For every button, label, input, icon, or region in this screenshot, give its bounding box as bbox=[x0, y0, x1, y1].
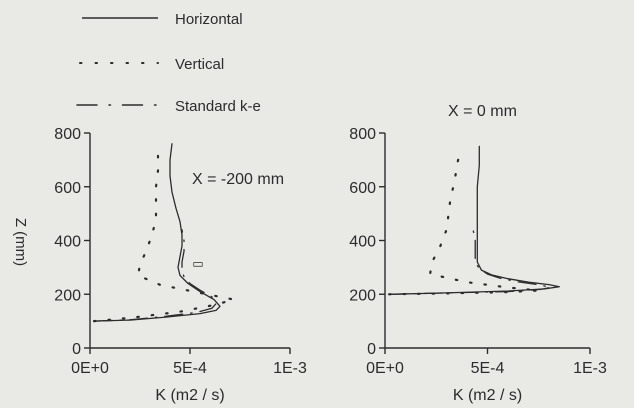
legend: Horizontal Vertical Standard k-e bbox=[76, 11, 261, 115]
series-line-standard-k-e bbox=[388, 229, 552, 295]
y-tick-label: 0 bbox=[72, 341, 81, 358]
y-tick-label: 800 bbox=[54, 126, 81, 143]
y-tick-label: 200 bbox=[54, 287, 81, 304]
y-tick-label: 0 bbox=[367, 341, 376, 358]
legend-label: Horizontal bbox=[175, 11, 243, 28]
x-axis-label: K (m2 / s) bbox=[453, 387, 522, 404]
y-tick-label: 400 bbox=[54, 234, 81, 251]
x-tick-label: 1E-3 bbox=[573, 360, 607, 377]
legend-item-standard-ke: Standard k-e bbox=[76, 98, 261, 115]
legend-label: Standard k-e bbox=[175, 98, 261, 115]
panel-x-minus-200: 0 200 400 600 800 0E+0 5E-4 1E-3 K (m2 / s) X = -… bbox=[54, 126, 307, 404]
chart-annotation: ▭ bbox=[192, 256, 203, 270]
x-tick-label: 5E-4 bbox=[471, 360, 505, 377]
y-axis-title: Z (mm) bbox=[12, 218, 29, 266]
y-tick-label: 800 bbox=[349, 126, 376, 143]
legend-item-vertical: Vertical bbox=[79, 56, 224, 73]
panel-title: X = 0 mm bbox=[448, 103, 517, 120]
x-tick-label: 0E+0 bbox=[71, 360, 109, 377]
legend-item-horizontal: Horizontal bbox=[82, 11, 243, 28]
y-tick-label: 200 bbox=[349, 287, 376, 304]
y-tick-label: 400 bbox=[349, 234, 376, 251]
legend-label: Vertical bbox=[175, 56, 224, 73]
x-tick-label: 5E-4 bbox=[173, 360, 207, 377]
series-line-horizontal bbox=[93, 143, 221, 322]
x-tick-label: 1E-3 bbox=[273, 360, 307, 377]
panel-x-0: 0 200 400 600 800 0E+0 5E-4 1E-3 K (m2 / s) X = 0… bbox=[349, 103, 607, 404]
x-axis-label: K (m2 / s) bbox=[155, 387, 224, 404]
y-tick-label: 600 bbox=[349, 180, 376, 197]
series-line-standard-k-e bbox=[93, 229, 217, 322]
panel-title: X = -200 mm bbox=[192, 171, 284, 188]
x-tick-label: 0E+0 bbox=[366, 360, 404, 377]
y-tick-label: 600 bbox=[54, 180, 81, 197]
